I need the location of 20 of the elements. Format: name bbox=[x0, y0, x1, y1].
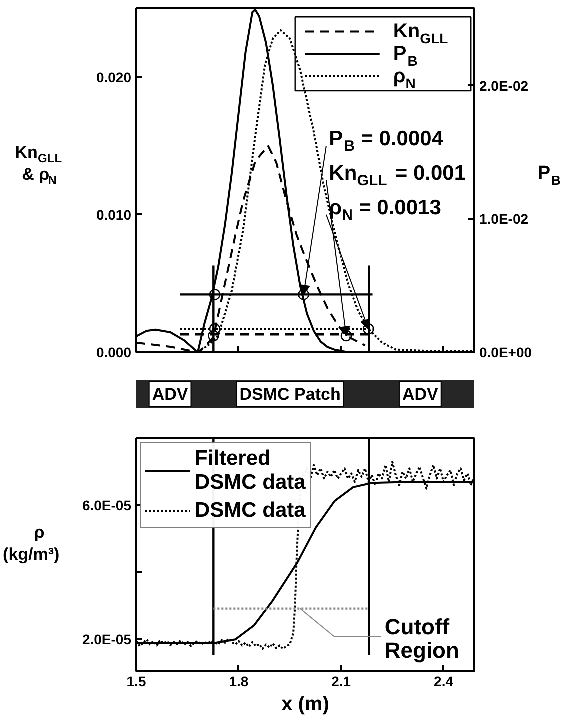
legend-label: Filtered DSMC data bbox=[195, 447, 306, 495]
y2-tick-label: 0.0E+00 bbox=[480, 344, 532, 360]
y-tick-label: 0.010 bbox=[96, 206, 132, 223]
x-tick-label: 1.5 bbox=[126, 674, 146, 690]
y-tick-label: 6.0E-05 bbox=[82, 498, 132, 514]
y2-tick-label: 2.0E-02 bbox=[480, 78, 529, 94]
y-tick-label: 2.0E-05 bbox=[82, 632, 132, 648]
text: ADV bbox=[152, 385, 189, 404]
text: ADV bbox=[402, 385, 440, 404]
annotation: Cutoff Region bbox=[384, 614, 460, 664]
y-axis-title: ρ (kg/m³) bbox=[3, 522, 60, 564]
y2-tick-label: 1.0E-02 bbox=[480, 211, 529, 228]
y-tick-label: 0.020 bbox=[96, 69, 132, 86]
x-tick-label: 2.4 bbox=[434, 674, 454, 690]
x-tick-label: 1.8 bbox=[229, 674, 249, 690]
y-tick-label: 0.000 bbox=[96, 344, 132, 360]
legend-label: DSMC data bbox=[195, 499, 306, 523]
x-tick-label: 2.1 bbox=[332, 674, 352, 690]
text: DSMC Patch bbox=[240, 385, 341, 404]
x-axis-title: x (m) bbox=[282, 694, 330, 716]
